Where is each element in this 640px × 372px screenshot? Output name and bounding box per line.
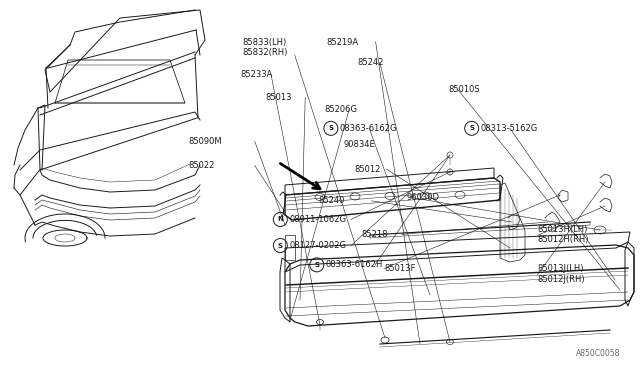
Text: 08363-6162G: 08363-6162G xyxy=(340,124,397,133)
Text: 85013: 85013 xyxy=(266,93,292,102)
Text: 85013F: 85013F xyxy=(384,264,415,273)
Text: 08363-6162H: 08363-6162H xyxy=(326,260,383,269)
Text: 08127-0202G: 08127-0202G xyxy=(289,241,346,250)
Text: 85013H(LH): 85013H(LH) xyxy=(538,225,588,234)
Text: 85010S: 85010S xyxy=(448,85,479,94)
Text: 85013J(LH): 85013J(LH) xyxy=(538,264,584,273)
Text: S: S xyxy=(278,243,283,248)
Text: 85833(LH): 85833(LH) xyxy=(242,38,286,47)
Text: 85233A: 85233A xyxy=(240,70,273,79)
Text: 85240: 85240 xyxy=(318,196,344,205)
Text: 96030D: 96030D xyxy=(406,193,440,202)
Text: 85832(RH): 85832(RH) xyxy=(242,48,287,57)
Text: S: S xyxy=(328,125,333,131)
Text: S: S xyxy=(469,125,474,131)
Text: 08313-5162G: 08313-5162G xyxy=(481,124,538,133)
Text: N: N xyxy=(277,217,284,222)
Text: 85012J(RH): 85012J(RH) xyxy=(538,275,585,283)
Text: 85012: 85012 xyxy=(354,165,380,174)
Text: 85242: 85242 xyxy=(357,58,383,67)
Text: 90834E: 90834E xyxy=(344,140,376,149)
Text: S: S xyxy=(314,262,319,268)
Text: 85218: 85218 xyxy=(362,230,388,239)
Text: 85022: 85022 xyxy=(189,161,215,170)
Text: 85206G: 85206G xyxy=(324,105,358,114)
Text: 85090M: 85090M xyxy=(189,137,223,146)
Text: 85219A: 85219A xyxy=(326,38,358,47)
Text: A850C0058: A850C0058 xyxy=(575,349,620,358)
Text: 08911-1062G: 08911-1062G xyxy=(289,215,346,224)
Text: 85012H(RH): 85012H(RH) xyxy=(538,235,589,244)
